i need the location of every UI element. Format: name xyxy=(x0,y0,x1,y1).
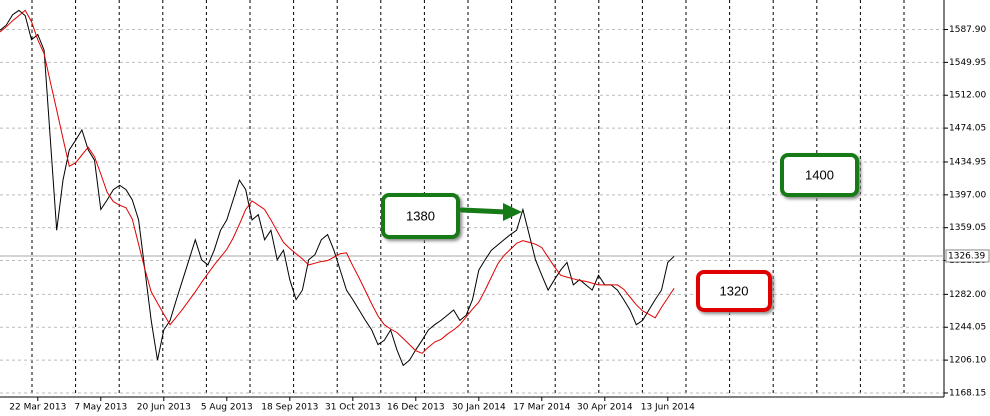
arrow-shaft xyxy=(459,207,509,215)
x-tick-label: 17 Mar 2014 xyxy=(513,403,570,413)
annotation-box xyxy=(780,153,859,197)
y-tick-label: 1434.95 xyxy=(949,157,986,167)
price-line xyxy=(0,9,675,354)
y-tick-label: 1512.00 xyxy=(949,91,986,101)
x-tick-label: 20 Jun 2013 xyxy=(137,403,191,413)
x-tick-label: 13 Jun 2014 xyxy=(641,403,695,413)
annotation-box xyxy=(696,270,772,312)
price-line xyxy=(0,9,675,367)
annotation-box xyxy=(381,193,460,239)
y-tick-label: 1206.10 xyxy=(949,356,986,366)
y-tick-label: 1397.00 xyxy=(949,190,986,200)
x-tick-label: 31 Oct 2013 xyxy=(325,403,381,413)
x-tick-label: 5 Aug 2013 xyxy=(201,403,253,413)
x-tick-label: 30 Jan 2014 xyxy=(452,403,506,413)
y-tick-label: 1474.05 xyxy=(949,124,986,134)
y-tick-label: 1549.95 xyxy=(949,58,986,68)
y-tick-label: 1282.00 xyxy=(949,290,986,300)
current-price-box xyxy=(945,249,990,263)
current-price-label: 1326.39 xyxy=(948,251,985,261)
x-tick-label: 7 May 2013 xyxy=(74,403,127,413)
x-tick-label: 16 Dec 2013 xyxy=(387,403,445,413)
x-tick-label: 22 Mar 2013 xyxy=(9,403,66,413)
y-tick-label: 1359.05 xyxy=(949,223,986,233)
annotation-label: 1320 xyxy=(720,283,749,298)
annotation-label: 1400 xyxy=(805,167,834,182)
x-tick-label: 30 Apr 2014 xyxy=(577,403,633,413)
x-tick-label: 18 Sep 2013 xyxy=(261,403,318,413)
annotation-label: 1380 xyxy=(406,208,435,223)
arrow-head xyxy=(503,203,522,221)
y-tick-label: 1244.05 xyxy=(949,323,986,333)
y-tick-label: 1168.15 xyxy=(949,388,986,398)
y-tick-label: 1587.90 xyxy=(949,25,986,35)
